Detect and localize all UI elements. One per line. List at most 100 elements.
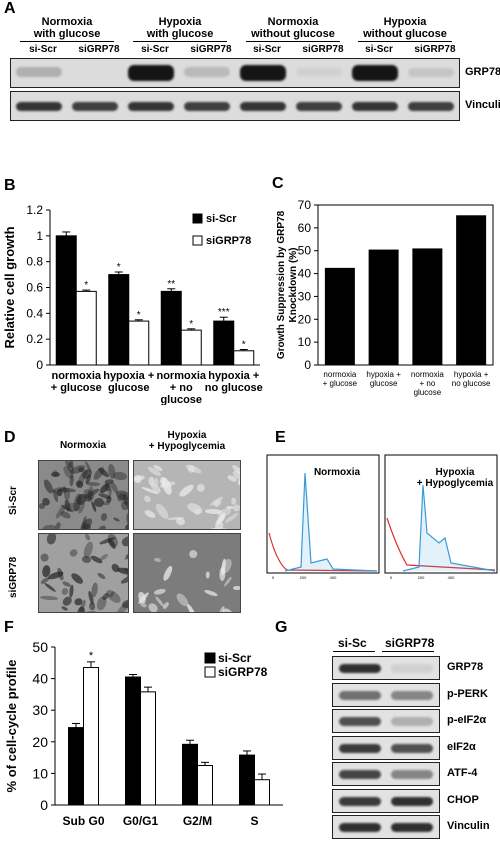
cell <box>184 462 203 475</box>
y-tick-label: 1.2 <box>26 203 43 217</box>
y-tick-label: 30 <box>298 289 312 303</box>
x-tick-label: 0 <box>390 575 393 580</box>
cell <box>232 585 240 590</box>
lane-label: si-Scr <box>29 44 57 55</box>
panel-label-d: D <box>4 429 16 446</box>
lane-underline <box>382 651 434 652</box>
y-tick-label: 0.2 <box>26 332 43 346</box>
condition-label: Hypoxia with glucose <box>146 16 214 40</box>
blot-band <box>391 664 433 673</box>
x-tick-label: 200 <box>300 575 307 580</box>
grp78-band <box>296 67 342 77</box>
cell <box>203 588 218 598</box>
condition-underline <box>20 41 114 42</box>
cell <box>97 572 107 581</box>
legend-swatch <box>192 235 203 246</box>
condition-label: Hypoxia without glucose <box>363 16 447 40</box>
blot-band <box>339 690 381 700</box>
y-tick-label: 20 <box>32 734 48 750</box>
cell <box>161 564 175 582</box>
blot-label-vinculin: Vinculin <box>465 99 500 111</box>
legend-label: siGRP78 <box>218 665 268 679</box>
significance-star: * <box>242 340 246 351</box>
condition-underline <box>133 41 227 42</box>
blot-band <box>339 664 381 673</box>
histogram-frame <box>266 454 380 574</box>
legend-label: si-Scr <box>206 213 237 225</box>
cell <box>186 500 205 516</box>
grp78-band <box>240 65 286 81</box>
y-tick-label: 20 <box>298 312 312 326</box>
y-tick-label: 0.8 <box>26 255 43 269</box>
micrograph-sigrp78-normoxia <box>38 533 129 613</box>
lane-label: siGRP78 <box>190 44 232 55</box>
histogram-frame <box>384 454 498 574</box>
significance-star: * <box>117 262 121 273</box>
y-tick-label: 50 <box>32 639 48 655</box>
legend-swatch <box>204 666 216 678</box>
y-tick-label: 10 <box>32 765 48 781</box>
bar-siGRP78 <box>83 667 99 806</box>
cell <box>219 557 234 575</box>
cell <box>84 610 101 612</box>
significance-star: *** <box>218 307 230 318</box>
panel-label-f: F <box>4 619 14 636</box>
flow-cytometry-histograms: Normoxia 0 200 400 Hypoxia + Hypoglycemia 0 200… <box>266 454 498 580</box>
y-tick-label: 50 <box>298 244 312 258</box>
cell <box>92 496 105 508</box>
lane-underline <box>333 651 375 652</box>
cell <box>123 522 128 529</box>
bar-si-Scr <box>55 235 77 366</box>
legend-label: siGRP78 <box>206 235 251 247</box>
cell <box>195 483 206 494</box>
blot-strip <box>332 682 440 707</box>
bar-siGRP78 <box>140 691 156 806</box>
blot-grp78 <box>10 58 460 88</box>
cell <box>40 595 59 601</box>
significance-star: * <box>189 319 193 330</box>
cell <box>45 534 57 546</box>
y-tick-label: 40 <box>32 671 48 687</box>
x-tick-label: 200 <box>418 575 425 580</box>
category-label: hypoxia + no glucose <box>452 370 491 388</box>
blot-label: p-PERK <box>447 687 488 700</box>
blot-band <box>391 690 433 700</box>
bar-si-Scr <box>125 676 141 806</box>
micro-col-normoxia: Normoxia <box>59 440 107 451</box>
cell <box>84 534 92 542</box>
blot-band <box>339 770 381 779</box>
category-label: S <box>250 814 258 828</box>
y-tick-label: 10 <box>298 335 312 349</box>
bar-si-Scr <box>239 754 255 806</box>
blot-strip <box>332 788 440 813</box>
blot-band <box>391 717 433 726</box>
cell <box>95 595 109 611</box>
cell <box>53 520 62 529</box>
bar <box>412 248 443 365</box>
blot-strip <box>332 709 440 733</box>
lane-label: si-Scr <box>365 44 393 55</box>
y-tick-label: 0 <box>304 358 311 372</box>
cell <box>239 461 240 467</box>
blot-band <box>339 796 381 806</box>
legend-swatch <box>204 652 216 664</box>
condition-label: Normoxia with glucose <box>33 16 101 40</box>
bar-si-Scr <box>68 727 84 806</box>
blot-label: eIF2α <box>447 740 476 753</box>
bar-si-Scr <box>160 290 182 366</box>
cell <box>123 548 128 562</box>
bar <box>368 249 399 365</box>
blot-band <box>391 743 433 753</box>
cell <box>112 516 121 523</box>
blot-label: GRP78 <box>447 661 484 673</box>
vinculin-band <box>16 102 62 111</box>
y-axis-label: Relative cell growth <box>2 226 17 348</box>
cell <box>187 548 198 559</box>
x-tick-label: 400 <box>330 575 337 580</box>
lane-label: si-Scr <box>253 44 281 55</box>
category-label: hypoxia + no glucose <box>205 370 263 394</box>
micro-row-sigrp78: siGRP78 <box>8 556 19 598</box>
histogram-label: Hypoxia + Hypoglycemia <box>417 467 494 489</box>
grp78-band <box>184 67 230 77</box>
